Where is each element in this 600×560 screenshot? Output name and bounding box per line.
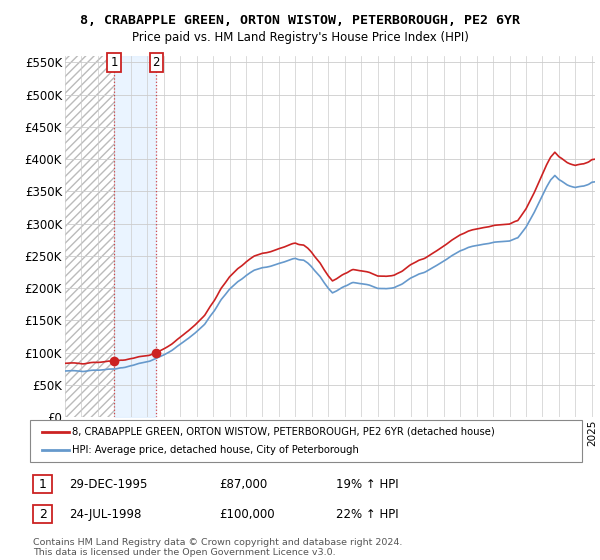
Text: 8, CRABAPPLE GREEN, ORTON WISTOW, PETERBOROUGH, PE2 6YR: 8, CRABAPPLE GREEN, ORTON WISTOW, PETERB… [80, 14, 520, 27]
Text: £87,000: £87,000 [219, 478, 267, 491]
Text: 24-JUL-1998: 24-JUL-1998 [69, 507, 142, 521]
Text: 2: 2 [152, 56, 160, 69]
Text: 1: 1 [110, 56, 118, 69]
Text: 8, CRABAPPLE GREEN, ORTON WISTOW, PETERBOROUGH, PE2 6YR (detached house): 8, CRABAPPLE GREEN, ORTON WISTOW, PETERB… [72, 427, 495, 437]
Text: 22% ↑ HPI: 22% ↑ HPI [336, 507, 398, 521]
Text: 29-DEC-1995: 29-DEC-1995 [69, 478, 148, 491]
Text: Price paid vs. HM Land Registry's House Price Index (HPI): Price paid vs. HM Land Registry's House … [131, 31, 469, 44]
Text: 1: 1 [38, 478, 47, 491]
Text: 2: 2 [38, 507, 47, 521]
Text: £100,000: £100,000 [219, 507, 275, 521]
Text: 19% ↑ HPI: 19% ↑ HPI [336, 478, 398, 491]
Text: HPI: Average price, detached house, City of Peterborough: HPI: Average price, detached house, City… [72, 445, 359, 455]
Text: Contains HM Land Registry data © Crown copyright and database right 2024.
This d: Contains HM Land Registry data © Crown c… [33, 538, 403, 557]
